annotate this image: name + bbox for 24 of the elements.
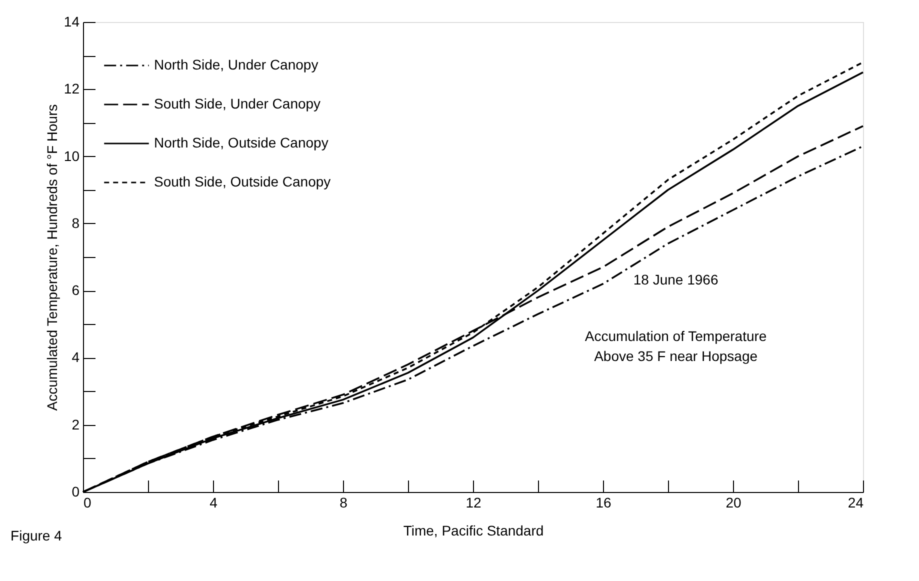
x-axis-title: Time, Pacific Standard [403,522,544,538]
legend-label: South Side, Under Canopy [154,96,321,112]
y-tick-label: 10 [64,148,80,164]
x-tick-label: 20 [726,494,742,510]
legend-label: North Side, Under Canopy [154,56,318,72]
x-tick-label: 4 [210,494,218,510]
legend-label: South Side, Outside Canopy [154,174,331,190]
x-tick-label: 16 [596,494,612,510]
annotation: Accumulation of Temperature Above 35 F near Hopsage [584,328,767,364]
x-tick-label: 24 [848,494,864,510]
y-tick-label: 2 [72,416,80,432]
x-tick-label: 0 [84,494,92,510]
y-tick-label: 0 [72,484,80,500]
legend-label: North Side, Outside Canopy [154,134,328,150]
y-tick-label: 8 [72,214,80,231]
y-tick-label: 4 [72,349,80,366]
annotation: 18 June 1966 [633,271,718,288]
y-axis-title: Accumulated Temperature, Hundreds of °F Hours [44,104,60,411]
x-tick-label: 12 [466,494,482,510]
caption: Figure 4 [10,528,62,544]
y-tick-label: 6 [72,282,80,298]
x-tick-label: 8 [340,494,348,510]
y-tick-label: 14 [64,14,80,30]
y-tick-label: 12 [64,80,80,97]
